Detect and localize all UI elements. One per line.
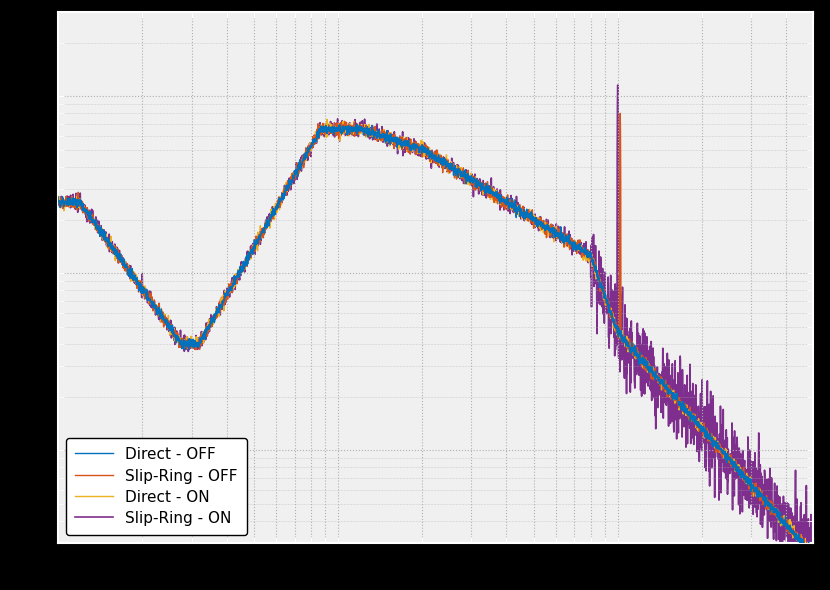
Direct - OFF [376, 134, 386, 141]
Slip-Ring - ON [794, 518, 804, 525]
Direct - ON [793, 538, 803, 545]
Slip-Ring - ON [613, 81, 622, 88]
Direct - ON [343, 128, 353, 135]
Slip-Ring - OFF [615, 110, 625, 117]
Direct - ON [322, 116, 332, 123]
Line: Direct - OFF: Direct - OFF [58, 124, 813, 557]
Slip-Ring - ON [808, 519, 818, 526]
Slip-Ring - ON [139, 291, 149, 298]
Direct - ON [53, 202, 63, 209]
Direct - OFF [808, 553, 818, 560]
Slip-Ring - OFF [343, 125, 353, 132]
Slip-Ring - ON [788, 585, 798, 590]
Line: Direct - ON: Direct - ON [58, 119, 813, 558]
Direct - ON [139, 286, 149, 293]
Slip-Ring - OFF [53, 202, 63, 209]
Direct - OFF [352, 121, 362, 128]
Direct - ON [184, 337, 194, 345]
Line: Slip-Ring - OFF: Slip-Ring - OFF [58, 113, 813, 561]
Direct - ON [808, 553, 818, 560]
Slip-Ring - ON [712, 442, 722, 450]
Slip-Ring - OFF [808, 554, 818, 561]
Slip-Ring - OFF [793, 536, 803, 543]
Slip-Ring - ON [184, 338, 194, 345]
Slip-Ring - ON [53, 204, 63, 211]
Slip-Ring - ON [375, 132, 385, 139]
Direct - OFF [808, 549, 818, 556]
Legend: Direct - OFF, Slip-Ring - OFF, Direct - ON, Slip-Ring - ON: Direct - OFF, Slip-Ring - OFF, Direct - … [66, 438, 247, 535]
Direct - ON [376, 137, 386, 144]
Slip-Ring - OFF [375, 137, 385, 144]
Direct - OFF [793, 531, 803, 538]
Slip-Ring - OFF [712, 447, 722, 454]
Direct - ON [807, 555, 817, 562]
Slip-Ring - OFF [139, 292, 149, 299]
Direct - OFF [184, 335, 194, 342]
Line: Slip-Ring - ON: Slip-Ring - ON [58, 85, 813, 588]
Direct - OFF [343, 126, 353, 133]
Direct - OFF [712, 443, 722, 450]
Slip-Ring - ON [343, 125, 353, 132]
Direct - OFF [139, 287, 149, 294]
Direct - OFF [53, 193, 63, 200]
Direct - ON [712, 442, 722, 450]
Slip-Ring - OFF [807, 558, 817, 565]
Slip-Ring - OFF [184, 340, 194, 348]
